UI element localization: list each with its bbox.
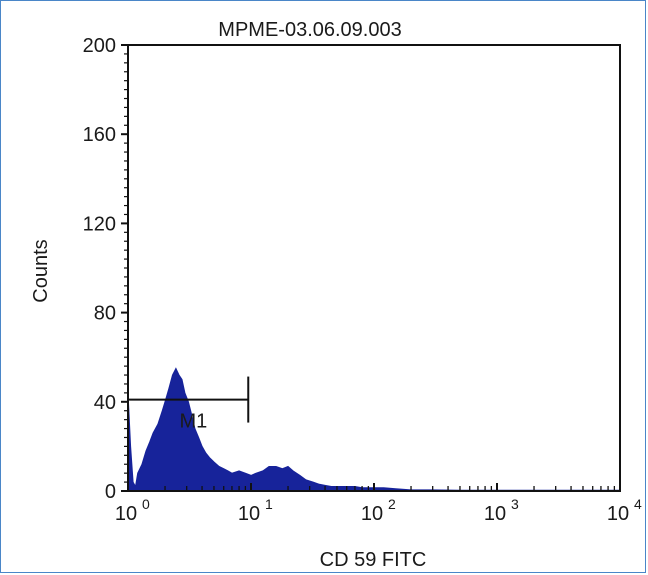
x-tick-label-3: 10 (484, 503, 506, 525)
gate-label-0: M1 (179, 411, 207, 433)
y-tick-label-4: 160 (83, 124, 116, 146)
x-tick-exponent-4: 4 (634, 496, 642, 512)
x-axis-label: CD 59 FITC (320, 549, 427, 571)
y-tick-label-3: 120 (83, 213, 116, 235)
x-tick-label-2: 10 (361, 503, 383, 525)
y-tick-label-1: 40 (94, 392, 116, 414)
x-tick-exponent-3: 3 (511, 496, 519, 512)
y-tick-label-2: 80 (94, 303, 116, 325)
chart-title: MPME-03.06.09.003 (218, 19, 401, 41)
x-tick-exponent-1: 1 (265, 496, 273, 512)
x-tick-exponent-2: 2 (388, 496, 396, 512)
y-tick-label-0: 0 (105, 481, 116, 503)
x-tick-label-1: 10 (238, 503, 260, 525)
x-tick-exponent-0: 0 (142, 496, 150, 512)
y-axis-label: Counts (30, 239, 52, 302)
x-tick-label-0: 10 (115, 503, 137, 525)
x-tick-label-4: 10 (607, 503, 629, 525)
y-tick-label-5: 200 (83, 35, 116, 57)
